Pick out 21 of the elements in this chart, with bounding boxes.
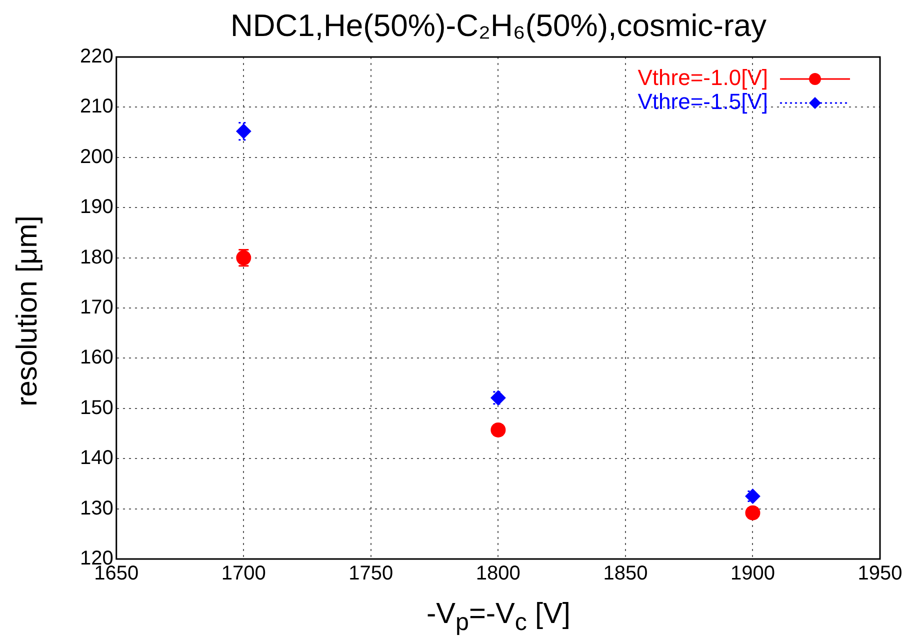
legend-label: Vthre=-1.5[V] (638, 89, 768, 114)
chart-title: NDC1,He(50%)-C₂H₆(50%),cosmic-ray (229, 8, 768, 44)
x-tick-label: 1700 (221, 562, 266, 585)
y-tick-label: 170 (80, 296, 114, 319)
x-axis-title: -V$_{p}$=-V$_{c}$ [V] (426, 598, 572, 637)
legend-label: Vthre=-1.0[V] (638, 65, 768, 90)
x-tick-label: 1850 (603, 562, 648, 585)
y-tick-label: 180 (80, 246, 114, 268)
x-tick-label: 1750 (348, 562, 394, 585)
x-tick-label: 1950 (858, 562, 902, 585)
y-tick-label: 190 (80, 196, 114, 218)
y-tick-label: 130 (80, 497, 114, 520)
y-tick-label: 220 (80, 46, 114, 68)
y-tick-label: 210 (80, 96, 114, 118)
y-tick-label: 150 (80, 396, 114, 419)
x-tick-label: 1800 (476, 562, 520, 585)
y-tick-label: 160 (80, 346, 114, 369)
y-tick-label: 140 (80, 447, 114, 470)
y-axis-title: resolution [μm] (12, 216, 44, 406)
y-tick-label: 200 (80, 146, 114, 168)
x-tick-label: 1900 (730, 562, 775, 585)
